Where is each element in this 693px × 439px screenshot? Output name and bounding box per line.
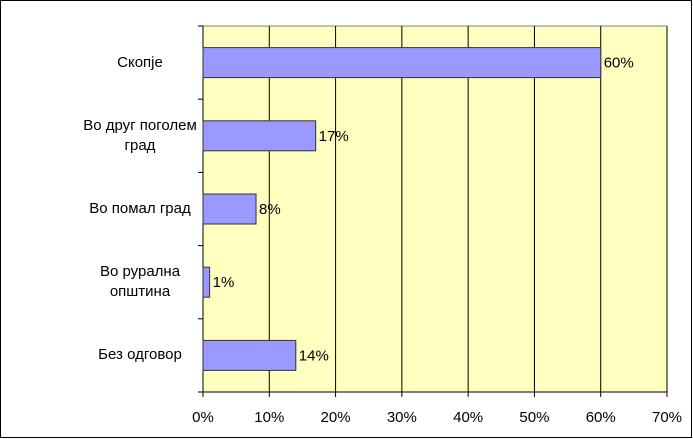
x-tick-label: 10% [254,409,284,426]
bar [202,339,297,371]
x-tick-label: 50% [519,409,549,426]
value-label: 14% [299,347,329,364]
y-tick-label: Во помал град [89,200,191,217]
bar [202,120,317,152]
x-tick-label: 40% [453,409,483,426]
x-tick-label: 0% [192,409,214,426]
x-tick-label: 30% [387,409,417,426]
value-label: 60% [604,55,634,72]
bar [202,266,211,298]
value-label: 17% [319,128,349,145]
value-label: 8% [259,201,281,218]
y-tick-label: Во рурална општина [99,263,181,301]
value-label: 1% [213,274,235,291]
plot-area [202,25,668,393]
y-tick-label: Скопје [117,53,163,71]
x-tick-label: 60% [586,409,616,426]
x-tick-label: 70% [652,409,682,426]
y-tick-label: Во друг поголем град [83,116,197,154]
x-tick-label: 20% [321,409,351,426]
y-tick-label: Без одговор [98,346,182,364]
bar [202,193,257,225]
bar [202,47,602,79]
